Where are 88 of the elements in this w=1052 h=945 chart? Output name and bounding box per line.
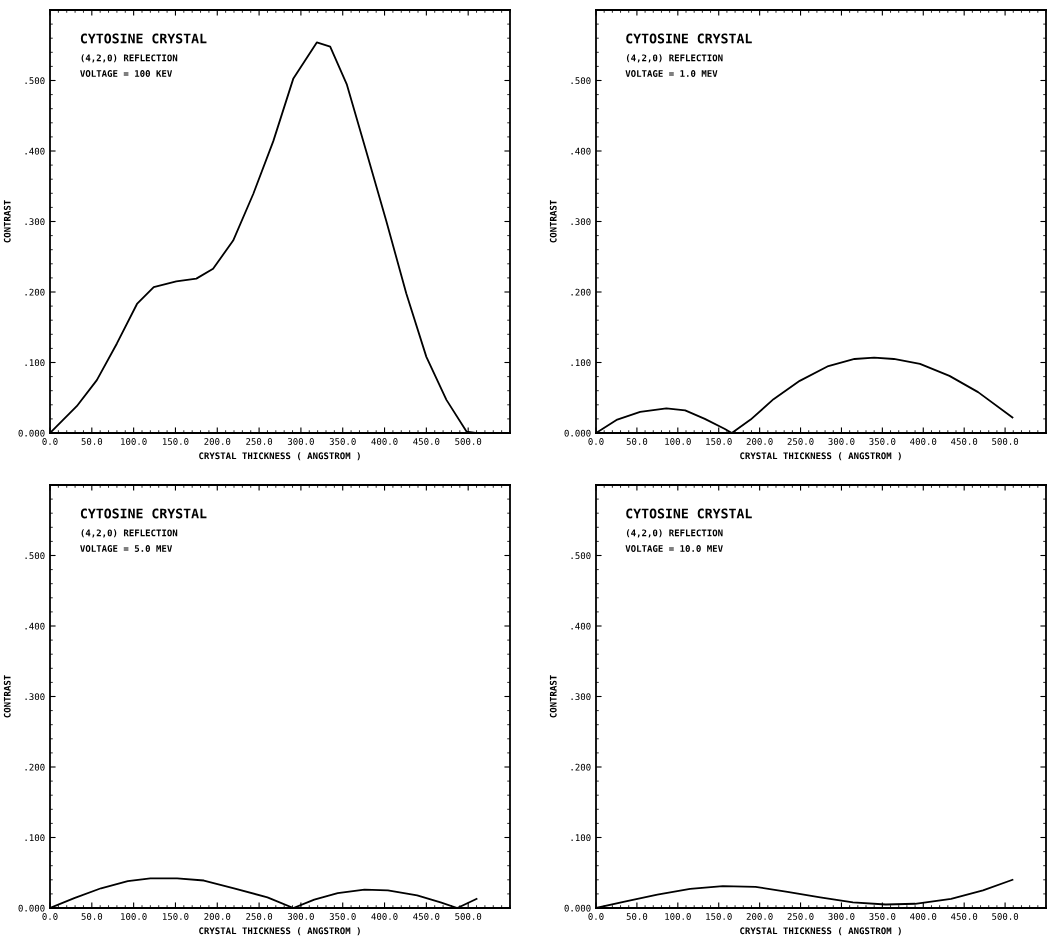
y-tick-label: .100: [25, 359, 45, 367]
x-axis-title: CRYSTAL THICKNESS ( ANGSTROM ): [740, 927, 901, 936]
x-tick-label: 150.0: [162, 913, 189, 920]
y-tick-label: .300: [571, 218, 591, 226]
x-tick-label: 500.0: [455, 913, 482, 920]
y-tick-label: .500: [25, 552, 45, 560]
x-tick-label: 400.0: [910, 913, 937, 920]
x-tick-label: 300.0: [287, 913, 314, 920]
annotation: VOLTAGE = 100 KEV: [80, 70, 173, 77]
x-tick-label: 450.0: [951, 438, 978, 445]
y-tick-label: .200: [25, 763, 45, 771]
y-tick-label: 0.000: [18, 904, 45, 912]
y-tick-label: .500: [571, 77, 591, 85]
x-axis-title: CRYSTAL THICKNESS ( ANGSTROM ): [199, 452, 360, 461]
y-tick-label: .400: [25, 622, 45, 630]
x-tick-label: 100.0: [665, 913, 691, 920]
x-tick-label: 300.0: [828, 913, 855, 920]
x-tick-label: 350.0: [329, 438, 356, 445]
y-tick-label: .300: [25, 693, 45, 701]
text: (4,2,0) REFLECTION: [626, 529, 723, 538]
text: CYTOSINE CRYSTAL: [626, 508, 752, 519]
y-tick-label: 0.000: [564, 429, 591, 437]
x-axis-title: CRYSTAL THICKNESS ( ANGSTROM ): [199, 927, 360, 936]
x-tick-label: 400.0: [371, 438, 398, 445]
x-tick-label: 500.0: [992, 438, 1019, 445]
y-tick-label: .400: [25, 147, 45, 155]
y-tick-label: 0.000: [18, 429, 45, 437]
y-tick-label: .400: [571, 147, 591, 155]
y-tick-label: .300: [571, 693, 591, 701]
x-tick-label: 450.0: [413, 913, 440, 920]
x-tick-label: 0.0: [588, 913, 604, 920]
y-tick-label: .100: [571, 359, 591, 367]
y-axis-title: CONTRAST: [549, 200, 557, 243]
x-tick-label: 0.0: [42, 438, 58, 445]
text: CYTOSINE CRYSTAL: [80, 508, 207, 519]
y-tick-label: 0.000: [564, 904, 591, 912]
y-axis-title: CONTRAST: [3, 200, 11, 243]
y-tick-label: .400: [571, 622, 591, 630]
annotation: VOLTAGE = 5.0 MEV: [80, 545, 173, 552]
x-tick-label: 450.0: [951, 913, 978, 920]
x-tick-label: 350.0: [869, 438, 896, 445]
x-tick-label: 400.0: [910, 438, 937, 445]
x-tick-label: 100.0: [121, 438, 147, 445]
y-tick-label: .200: [571, 763, 591, 771]
x-tick-label: 150.0: [162, 438, 189, 445]
y-axis-title: CONTRAST: [3, 675, 11, 718]
x-tick-label: 50.0: [81, 438, 103, 445]
x-tick-label: 350.0: [329, 913, 356, 920]
x-tick-label: 0.0: [588, 438, 604, 445]
x-tick-label: 50.0: [81, 913, 103, 920]
x-tick-label: 150.0: [706, 438, 732, 445]
x-tick-label: 250.0: [246, 913, 273, 920]
annotation: VOLTAGE = 1.0 MEV: [625, 70, 718, 77]
x-tick-label: 250.0: [787, 913, 814, 920]
x-tick-label: 350.0: [869, 913, 896, 920]
x-tick-label: 450.0: [413, 438, 440, 445]
x-tick-label: 400.0: [371, 913, 398, 920]
x-tick-label: 250.0: [246, 438, 273, 445]
y-tick-label: .500: [571, 552, 591, 560]
y-axis-title: CONTRAST: [549, 675, 557, 718]
x-axis-title: CRYSTAL THICKNESS ( ANGSTROM ): [740, 452, 901, 461]
x-tick-label: 50.0: [626, 913, 648, 920]
y-tick-label: .200: [25, 288, 45, 296]
x-tick-label: 200.0: [204, 913, 231, 920]
y-tick-label: .200: [571, 288, 591, 296]
x-tick-label: 300.0: [287, 438, 314, 445]
text: CYTOSINE CRYSTAL: [626, 33, 752, 44]
x-tick-label: 100.0: [665, 438, 691, 445]
text: (4,2,0) REFLECTION: [81, 54, 178, 63]
x-tick-label: 300.0: [828, 438, 855, 445]
x-tick-label: 50.0: [626, 438, 648, 445]
y-tick-label: .100: [25, 834, 45, 842]
text: (4,2,0) REFLECTION: [81, 529, 178, 538]
x-tick-label: 200.0: [204, 438, 231, 445]
annotation: VOLTAGE = 10.0 MEV: [625, 545, 723, 552]
text: CYTOSINE CRYSTAL: [80, 33, 207, 44]
x-tick-label: 500.0: [455, 438, 482, 445]
x-tick-label: 100.0: [121, 913, 147, 920]
y-tick-label: .500: [25, 77, 45, 85]
y-tick-label: .300: [25, 218, 45, 226]
x-tick-label: 150.0: [706, 913, 732, 920]
x-tick-label: 500.0: [992, 913, 1019, 920]
y-tick-label: .100: [571, 834, 591, 842]
x-tick-label: 0.0: [42, 913, 58, 920]
x-tick-label: 200.0: [746, 438, 773, 445]
x-tick-label: 200.0: [746, 913, 773, 920]
x-tick-label: 250.0: [787, 438, 814, 445]
text: (4,2,0) REFLECTION: [626, 54, 723, 63]
